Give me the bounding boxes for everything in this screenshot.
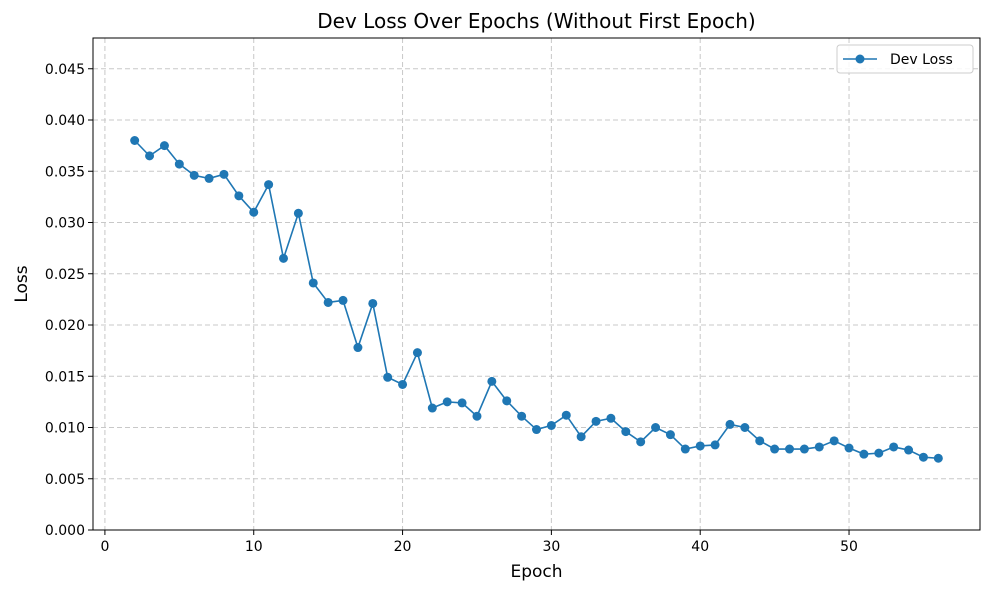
y-tick-label: 0.045 bbox=[45, 62, 85, 78]
data-point bbox=[561, 410, 571, 420]
data-point bbox=[576, 432, 586, 442]
x-axis-label: Epoch bbox=[510, 562, 562, 582]
data-point bbox=[323, 297, 333, 307]
data-point bbox=[264, 180, 274, 190]
data-point bbox=[308, 278, 318, 288]
y-tick-label: 0.035 bbox=[45, 164, 85, 180]
data-point bbox=[606, 413, 616, 423]
data-point bbox=[174, 159, 184, 169]
data-points bbox=[130, 136, 943, 463]
data-point bbox=[293, 208, 303, 218]
data-point bbox=[695, 441, 705, 451]
data-point bbox=[933, 453, 943, 463]
plot-frame bbox=[92, 37, 981, 531]
x-tick-label: 10 bbox=[245, 539, 263, 555]
data-point bbox=[785, 444, 795, 454]
data-point bbox=[442, 397, 452, 407]
y-tick-label: 0.030 bbox=[45, 216, 85, 232]
data-point bbox=[145, 151, 155, 161]
data-point bbox=[472, 411, 482, 421]
data-point bbox=[829, 436, 839, 446]
data-point bbox=[904, 445, 914, 455]
y-tick-label: 0.025 bbox=[45, 267, 85, 283]
data-point bbox=[159, 141, 169, 151]
data-point bbox=[427, 403, 437, 413]
data-point bbox=[353, 343, 363, 353]
data-point bbox=[799, 444, 809, 454]
y-tick-label: 0.015 bbox=[45, 369, 85, 385]
data-point bbox=[532, 425, 541, 435]
data-point bbox=[189, 170, 199, 180]
data-point bbox=[219, 169, 229, 179]
data-point bbox=[338, 295, 348, 305]
x-tick-label: 20 bbox=[394, 539, 412, 555]
data-point bbox=[651, 423, 661, 432]
data-point bbox=[755, 436, 765, 446]
data-point bbox=[383, 372, 393, 382]
data-point bbox=[204, 173, 214, 183]
data-point bbox=[770, 444, 780, 454]
grid bbox=[93, 38, 980, 531]
legend-label-dev-loss: Dev Loss bbox=[890, 52, 953, 68]
chart-title: Dev Loss Over Epochs (Without First Epoc… bbox=[317, 9, 755, 33]
data-point bbox=[680, 444, 690, 454]
axis-ticks: 0 10 20 30 40 50 0.000 0.005 0.010 0.015 0.020 0.02… bbox=[45, 62, 858, 555]
y-tick-label: 0.000 bbox=[45, 523, 85, 539]
data-point bbox=[278, 253, 288, 263]
legend-box bbox=[836, 44, 974, 74]
data-point bbox=[517, 411, 527, 421]
x-tick-label: 30 bbox=[542, 539, 560, 555]
data-point bbox=[591, 416, 601, 426]
y-tick-label: 0.040 bbox=[45, 113, 85, 129]
data-point bbox=[234, 191, 244, 201]
data-point bbox=[487, 376, 497, 386]
data-point bbox=[368, 298, 378, 308]
data-point bbox=[665, 430, 675, 440]
data-point bbox=[874, 448, 884, 458]
legend-marker-dev-loss bbox=[855, 54, 865, 64]
data-point bbox=[546, 420, 556, 430]
x-tick-label: 40 bbox=[691, 539, 709, 555]
data-point bbox=[889, 442, 899, 452]
data-point bbox=[457, 398, 467, 408]
data-point bbox=[740, 423, 750, 432]
data-point bbox=[412, 348, 422, 358]
y-axis-label: Loss bbox=[12, 265, 32, 302]
data-point bbox=[636, 437, 646, 447]
y-tick-label: 0.005 bbox=[45, 472, 85, 488]
data-point bbox=[710, 440, 720, 450]
legend: Dev Loss bbox=[836, 44, 974, 74]
data-point bbox=[814, 442, 824, 452]
data-point bbox=[844, 443, 854, 453]
series-line-dev-loss bbox=[134, 139, 939, 460]
data-point bbox=[725, 419, 735, 429]
y-tick-label: 0.020 bbox=[45, 318, 85, 334]
data-point bbox=[859, 449, 869, 459]
x-tick-label: 50 bbox=[840, 539, 858, 555]
y-tick-label: 0.010 bbox=[45, 421, 85, 437]
data-point bbox=[130, 136, 140, 145]
data-point bbox=[918, 452, 928, 462]
series-layer bbox=[130, 136, 943, 463]
x-tick-label: 0 bbox=[100, 539, 109, 555]
data-point bbox=[502, 396, 512, 406]
data-point bbox=[621, 427, 631, 437]
data-point bbox=[398, 379, 408, 389]
data-point bbox=[249, 207, 259, 217]
